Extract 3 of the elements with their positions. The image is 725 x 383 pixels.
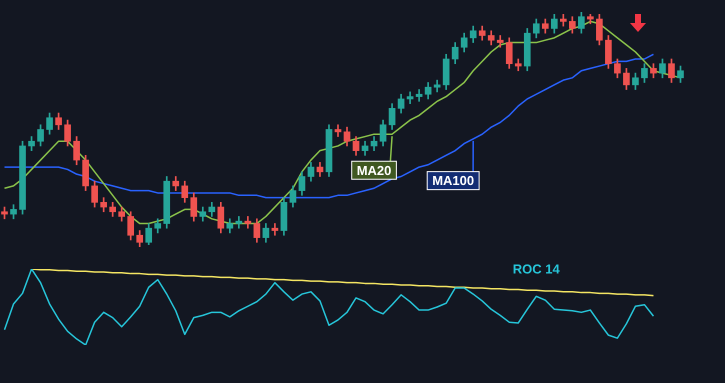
text: ROC 14 bbox=[512, 262, 561, 277]
legend-label: MA100 bbox=[432, 173, 474, 188]
legend-label: MA20 bbox=[356, 162, 392, 178]
